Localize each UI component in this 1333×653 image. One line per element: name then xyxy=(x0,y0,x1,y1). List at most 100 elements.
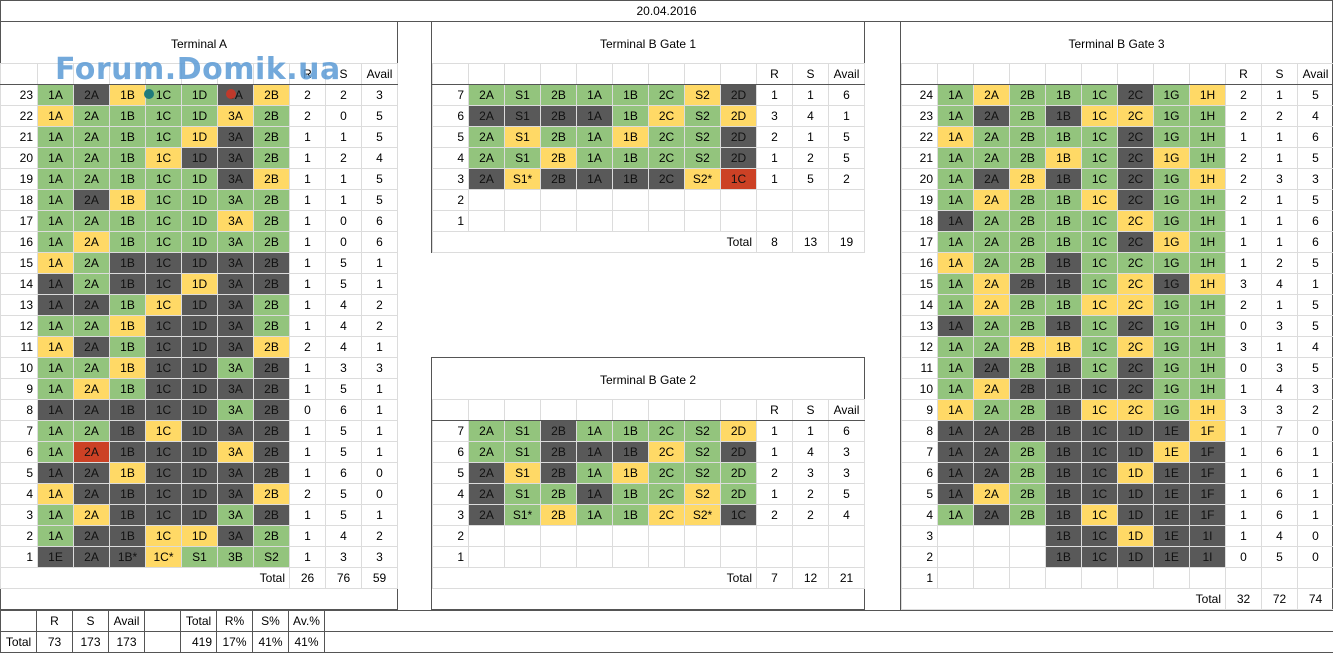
seat-cell[interactable]: 1G xyxy=(1154,232,1190,253)
seat-cell[interactable]: 1C xyxy=(146,316,182,337)
seat-cell[interactable]: 1C xyxy=(1082,358,1118,379)
seat-cell[interactable]: S1 xyxy=(505,148,541,169)
seat-cell[interactable]: 1C xyxy=(1082,547,1118,568)
seat-cell[interactable]: 1F xyxy=(1190,421,1226,442)
seat-cell[interactable]: 1E xyxy=(1154,547,1190,568)
seat-cell[interactable]: 1D xyxy=(1118,484,1154,505)
seat-cell[interactable] xyxy=(685,190,721,211)
seat-cell[interactable]: 1B xyxy=(1046,211,1082,232)
seat-cell[interactable]: 3A xyxy=(218,421,254,442)
seat-cell[interactable]: 1C xyxy=(1082,148,1118,169)
seat-cell[interactable]: 1C xyxy=(146,190,182,211)
seat-cell[interactable]: 2A xyxy=(74,316,110,337)
seat-cell[interactable]: 2B xyxy=(254,400,290,421)
seat-cell[interactable]: 1B xyxy=(1046,526,1082,547)
seat-cell[interactable]: 1A xyxy=(577,463,613,484)
seat-cell[interactable]: 1E xyxy=(1154,421,1190,442)
seat-cell[interactable]: 1A xyxy=(577,148,613,169)
seat-cell[interactable]: 1G xyxy=(1154,316,1190,337)
seat-cell[interactable]: 1A xyxy=(938,337,974,358)
seat-cell[interactable]: 2A xyxy=(974,316,1010,337)
seat-cell[interactable]: 3A xyxy=(218,148,254,169)
seat-cell[interactable]: 1C xyxy=(146,253,182,274)
seat-cell[interactable]: 1A xyxy=(938,148,974,169)
seat-cell[interactable]: 1B xyxy=(1046,253,1082,274)
seat-cell[interactable]: S1 xyxy=(505,463,541,484)
seat-cell[interactable]: 2A xyxy=(469,148,505,169)
seat-cell[interactable]: 1C xyxy=(1082,232,1118,253)
seat-cell[interactable]: 1B xyxy=(1046,379,1082,400)
seat-cell[interactable]: 2B xyxy=(254,253,290,274)
seat-cell[interactable]: 1C xyxy=(1082,421,1118,442)
seat-cell[interactable]: 2A xyxy=(974,484,1010,505)
seat-cell[interactable]: 1A xyxy=(577,169,613,190)
seat-cell[interactable]: 2C xyxy=(1118,106,1154,127)
seat-cell[interactable]: 2A xyxy=(974,253,1010,274)
seat-cell[interactable]: 1H xyxy=(1190,190,1226,211)
seat-cell[interactable]: 2B xyxy=(541,127,577,148)
seat-cell[interactable]: 1C xyxy=(1082,253,1118,274)
seat-cell[interactable]: 1A xyxy=(938,211,974,232)
seat-cell[interactable]: 2B xyxy=(1010,316,1046,337)
seat-cell[interactable]: 2B xyxy=(1010,106,1046,127)
seat-cell[interactable]: 1H xyxy=(1190,106,1226,127)
seat-cell[interactable]: S2* xyxy=(685,169,721,190)
seat-cell[interactable]: 2A xyxy=(469,505,505,526)
seat-cell[interactable]: 1D xyxy=(182,463,218,484)
seat-cell[interactable]: 2B xyxy=(1010,211,1046,232)
seat-cell[interactable]: 1D xyxy=(182,400,218,421)
seat-cell[interactable]: 1B xyxy=(1046,358,1082,379)
seat-cell[interactable]: 2B xyxy=(254,337,290,358)
seat-cell[interactable]: 2A xyxy=(74,253,110,274)
seat-cell[interactable]: 1B xyxy=(110,379,146,400)
seat-cell[interactable] xyxy=(974,526,1010,547)
seat-cell[interactable]: 2B xyxy=(1010,232,1046,253)
seat-cell[interactable]: S1 xyxy=(505,85,541,106)
seat-cell[interactable]: 1A xyxy=(38,211,74,232)
seat-cell[interactable]: 1D xyxy=(182,337,218,358)
seat-cell[interactable]: 2B xyxy=(1010,274,1046,295)
seat-cell[interactable] xyxy=(1010,568,1046,589)
seat-cell[interactable]: 2B xyxy=(1010,421,1046,442)
seat-cell[interactable]: 1A xyxy=(38,316,74,337)
seat-cell[interactable]: 1F xyxy=(1190,484,1226,505)
seat-cell[interactable]: 1E xyxy=(1154,463,1190,484)
seat-cell[interactable]: 2B xyxy=(1010,253,1046,274)
seat-cell[interactable]: 1F xyxy=(1190,463,1226,484)
seat-cell[interactable]: 1B xyxy=(110,190,146,211)
seat-cell[interactable]: 1C xyxy=(146,505,182,526)
seat-cell[interactable]: 2D xyxy=(721,421,757,442)
seat-cell[interactable]: 1G xyxy=(1154,274,1190,295)
seat-cell[interactable]: 3A xyxy=(218,379,254,400)
seat-cell[interactable]: 2C xyxy=(1118,85,1154,106)
seat-cell[interactable]: 2B xyxy=(1010,442,1046,463)
seat-cell[interactable]: 3A xyxy=(218,274,254,295)
seat-cell[interactable]: 1A xyxy=(938,358,974,379)
seat-cell[interactable]: 1H xyxy=(1190,295,1226,316)
seat-cell[interactable]: 1C xyxy=(1082,211,1118,232)
seat-cell[interactable]: 2B xyxy=(1010,169,1046,190)
seat-cell[interactable]: 1C xyxy=(146,379,182,400)
seat-cell[interactable]: 2B xyxy=(254,211,290,232)
seat-cell[interactable]: 1B xyxy=(110,421,146,442)
seat-cell[interactable]: 2B xyxy=(541,106,577,127)
seat-cell[interactable]: 1H xyxy=(1190,169,1226,190)
seat-cell[interactable]: 3A xyxy=(218,169,254,190)
seat-cell[interactable]: 1A xyxy=(38,421,74,442)
seat-cell[interactable]: S2 xyxy=(685,442,721,463)
seat-cell[interactable]: 1A xyxy=(38,358,74,379)
seat-cell[interactable]: 1A xyxy=(938,442,974,463)
seat-cell[interactable]: 2A xyxy=(974,505,1010,526)
seat-cell[interactable]: 1G xyxy=(1154,85,1190,106)
seat-cell[interactable]: 3A xyxy=(218,505,254,526)
seat-cell[interactable]: 2B xyxy=(1010,337,1046,358)
seat-cell[interactable] xyxy=(721,190,757,211)
seat-cell[interactable]: 2C xyxy=(1118,148,1154,169)
seat-cell[interactable]: 1B xyxy=(613,85,649,106)
seat-cell[interactable]: 1B xyxy=(1046,148,1082,169)
seat-cell[interactable]: 1C xyxy=(1082,169,1118,190)
seat-cell[interactable]: 1C xyxy=(146,169,182,190)
seat-cell[interactable]: 1B xyxy=(110,505,146,526)
seat-cell[interactable]: 1B xyxy=(1046,421,1082,442)
seat-cell[interactable] xyxy=(649,526,685,547)
